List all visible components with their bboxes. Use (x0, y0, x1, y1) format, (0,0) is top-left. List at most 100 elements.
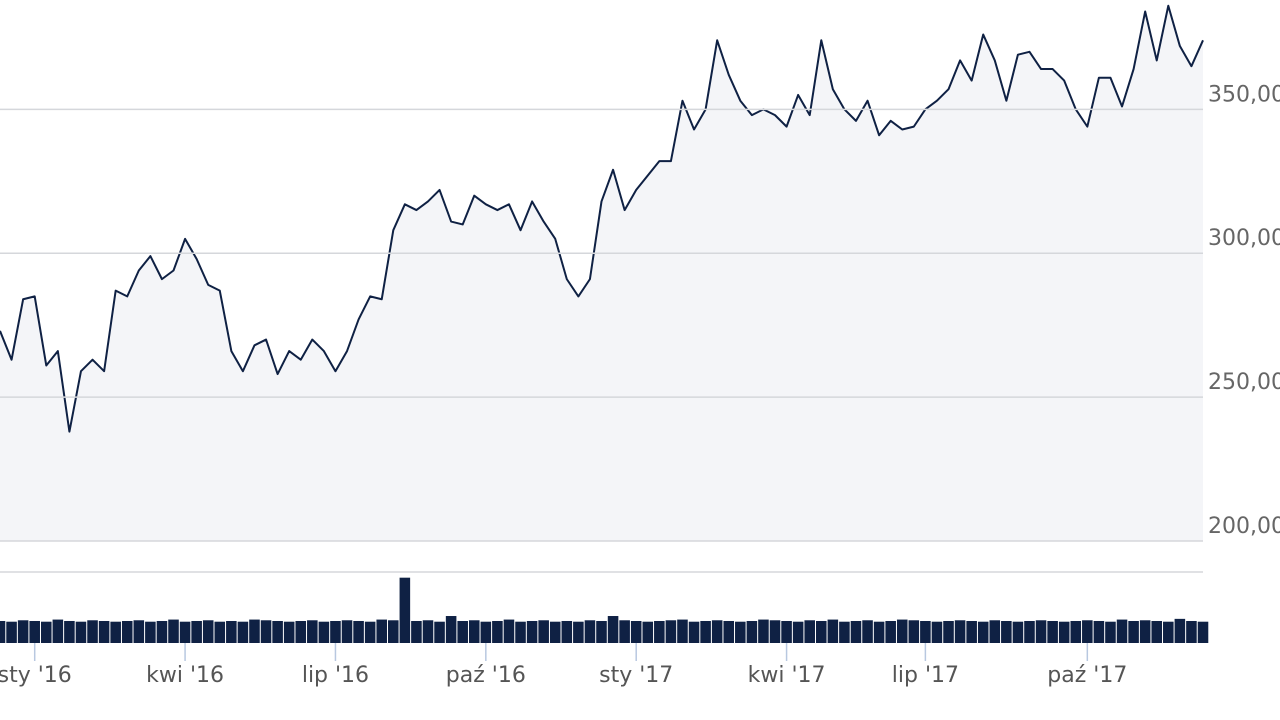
volume-bar (283, 621, 295, 643)
volume-bar (179, 621, 191, 643)
volume-bar (64, 620, 75, 643)
volume-bar (330, 620, 341, 643)
volume-bar (376, 619, 388, 643)
volume-bar (214, 621, 226, 643)
volume-bar (1186, 620, 1197, 643)
volume-bar (735, 621, 746, 643)
volume-bar (29, 620, 40, 643)
volume-bar (422, 620, 434, 643)
volume-bar (388, 620, 399, 643)
volume-bar (873, 621, 885, 643)
volume-bar (1105, 621, 1116, 643)
volume-bar (1174, 618, 1186, 643)
volume-bar (515, 621, 526, 643)
volume-bar (607, 616, 619, 643)
y-tick-label: 250,00 (1208, 370, 1280, 395)
volume-bar (110, 621, 121, 643)
volume-bar (804, 620, 815, 643)
volume-bar (1197, 621, 1209, 643)
x-tick-label: paź '17 (1047, 663, 1127, 688)
volume-bar (52, 619, 64, 643)
volume-bar (434, 621, 445, 643)
volume-bar (75, 621, 87, 643)
volume-bar (249, 619, 260, 643)
volume-bar (1070, 620, 1082, 643)
volume-bar (769, 620, 781, 643)
volume-bar (619, 620, 630, 643)
volume-bar (630, 620, 642, 643)
volume-bar (121, 620, 133, 643)
volume-bar (931, 621, 943, 643)
y-tick-label: 300,00 (1208, 226, 1280, 251)
volume-bar (700, 620, 711, 643)
volume-bar (792, 621, 804, 643)
volume-bar (168, 619, 179, 643)
volume-bar (584, 620, 596, 643)
volume-bar (202, 620, 214, 643)
volume-bar (341, 620, 353, 643)
x-tick-label: lip '17 (892, 663, 959, 688)
volume-bar (1163, 621, 1174, 643)
volume-bar (98, 620, 110, 643)
volume-bar (758, 619, 769, 643)
volume-bar (596, 620, 607, 643)
volume-bar (827, 619, 839, 643)
volume-bar (145, 621, 156, 643)
volume-bar (40, 621, 52, 643)
volume-bar (260, 620, 272, 643)
volume-bar (526, 620, 538, 643)
x-tick-label: lip '16 (302, 663, 369, 688)
volume-bar (1151, 620, 1163, 643)
volume-bar (688, 621, 700, 643)
volume-bar (862, 620, 873, 643)
volume-bar (353, 620, 364, 643)
volume-bar (492, 620, 503, 643)
volume-bar (1047, 620, 1058, 643)
x-tick-label: sty '17 (599, 663, 673, 688)
volume-bar (399, 577, 411, 643)
volume-bar (1012, 621, 1024, 643)
volume-bar (781, 620, 792, 643)
volume-bar (1093, 620, 1105, 643)
volume-bar (295, 620, 307, 643)
volume-bar (307, 620, 318, 643)
volume-bar (468, 620, 480, 643)
volume-bar (191, 620, 202, 643)
volume-bar (677, 619, 688, 643)
x-tick-label: paź '16 (446, 663, 526, 688)
volume-bar (723, 620, 735, 643)
volume-bar (445, 616, 457, 643)
volume-bar (654, 620, 665, 643)
volume-bar (411, 620, 422, 643)
price-area (0, 5, 1203, 541)
volume-bar (87, 620, 98, 643)
volume-bar (1024, 620, 1035, 643)
volume-bar (503, 619, 515, 643)
volume-bar (272, 620, 283, 643)
volume-bar (943, 620, 954, 643)
volume-bar (977, 621, 989, 643)
volume-bar (573, 621, 584, 643)
volume-bar (885, 620, 896, 643)
volume-bar (156, 620, 168, 643)
volume-bar (0, 620, 6, 643)
volume-bar (1001, 620, 1012, 643)
volume-bar (896, 619, 908, 643)
volume-bar (538, 620, 549, 643)
volume-bar (561, 620, 573, 643)
volume-bar (457, 620, 468, 643)
volume-bar (1128, 620, 1139, 643)
volume-bar (318, 621, 330, 643)
y-tick-label: 200,00 (1208, 514, 1280, 539)
volume-bar (966, 620, 977, 643)
volume-bar (850, 620, 862, 643)
volume-bar (6, 621, 17, 643)
volume-bar (920, 620, 931, 643)
volume-bar (17, 620, 29, 643)
volume-bar (711, 620, 723, 643)
price-line (0, 4, 1204, 433)
volume-bar (1058, 621, 1070, 643)
volume-bar (1139, 620, 1151, 643)
